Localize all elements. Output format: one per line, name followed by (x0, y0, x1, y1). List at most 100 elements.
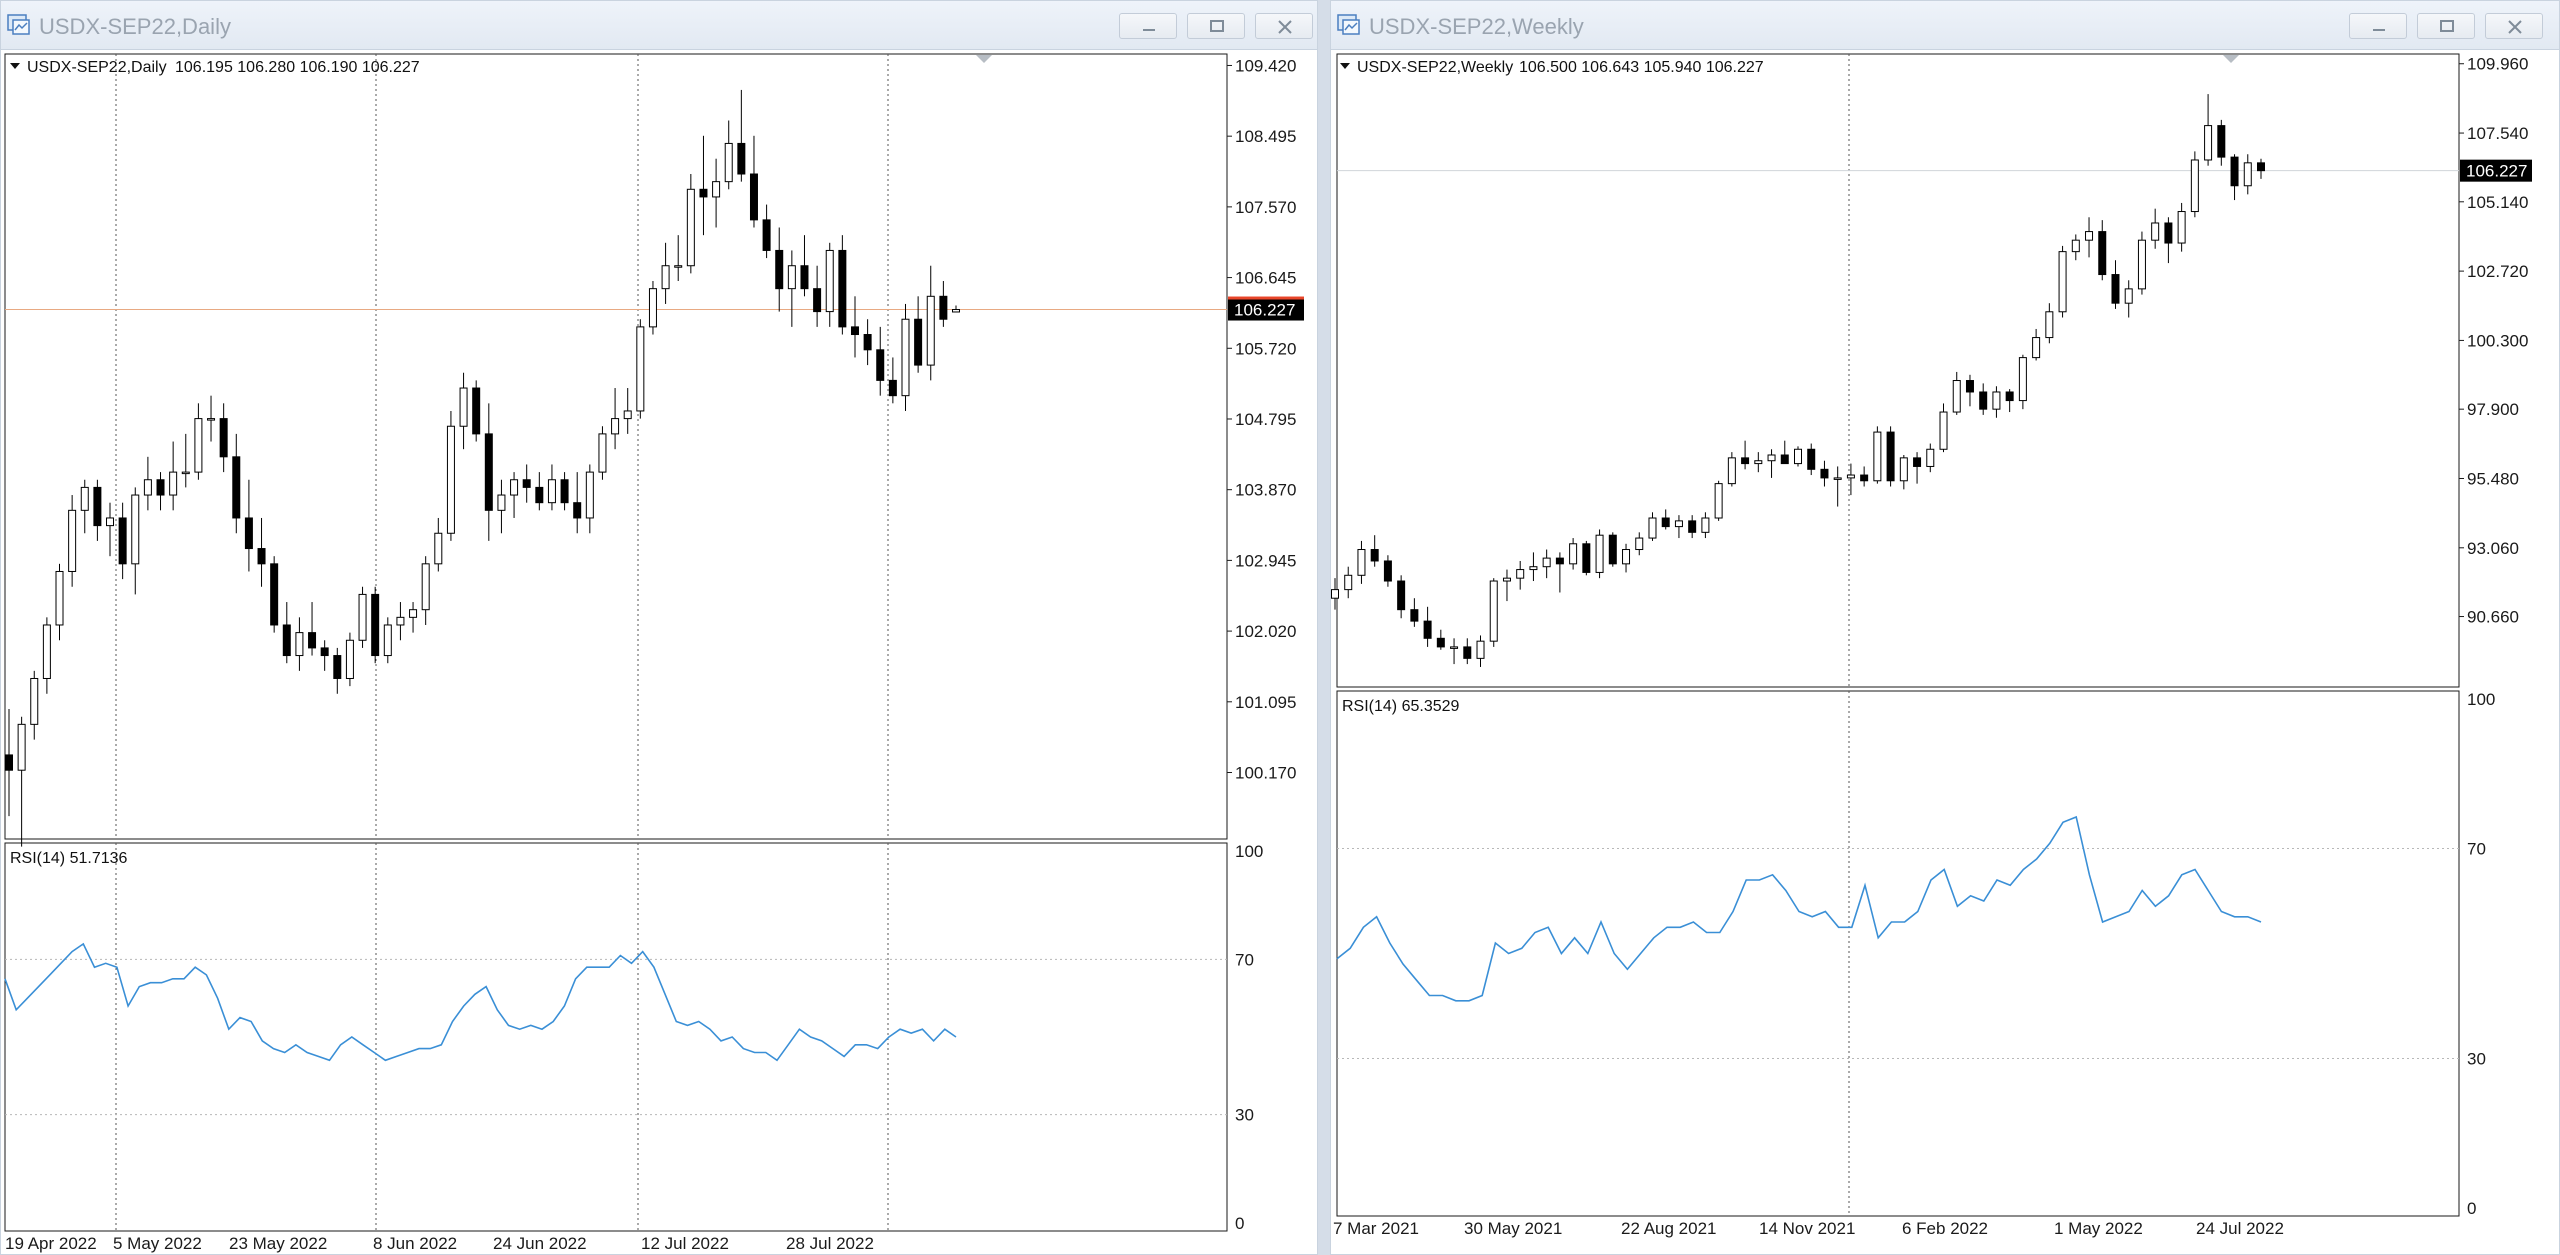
candle-bear (863, 334, 872, 351)
candle-bear (5, 754, 13, 771)
date-tick-label: 24 Jul 2022 (2196, 1219, 2284, 1238)
candle-bull (1674, 520, 1683, 528)
chart-window-icon (1337, 14, 1360, 35)
maximize-button[interactable] (1187, 13, 1245, 39)
candle-bull (2190, 159, 2199, 213)
maximize-icon (1210, 20, 1224, 32)
candle-bull (383, 624, 392, 657)
candle-bear (2005, 391, 2014, 402)
candle-bull (1635, 537, 1644, 551)
candle-bull (1516, 569, 1525, 579)
daily-window-titlebar[interactable]: USDX-SEP22,Daily (1, 1, 1317, 50)
candle-bull (787, 265, 796, 290)
candle-bear (800, 265, 809, 290)
close-button[interactable] (2485, 13, 2543, 39)
price-tick-label: 97.900 (2467, 400, 2519, 419)
chart-window-icon (7, 14, 30, 35)
daily-chart[interactable]: 109.420 108.495 107.570 106.645 105.720 104.7… (1, 51, 1317, 1254)
candle-bear (850, 326, 859, 336)
candle-bull (1846, 474, 1855, 479)
price-tick-label: 102.945 (1235, 551, 1296, 570)
candle-bear (775, 249, 784, 290)
candle-bear (270, 563, 279, 626)
candle-bear (1423, 620, 1432, 639)
candle-bull (497, 494, 506, 511)
candle-bear (232, 456, 241, 519)
candle-bear (1886, 431, 1895, 482)
candle-bull (131, 494, 140, 565)
minimize-button[interactable] (2349, 13, 2407, 39)
candle-bear (1608, 534, 1617, 565)
price-tick-label: 93.060 (2467, 539, 2519, 558)
daily-chart-window[interactable]: USDX-SEP22,Daily 109.420 108.495 107.570 10… (0, 0, 1318, 1255)
candle-bull (181, 471, 190, 475)
current-price-box (2460, 159, 2532, 182)
symbol-header: USDX-SEP22,Weekly (1357, 59, 1513, 76)
price-tick-label: 109.960 (2467, 55, 2528, 74)
candle-bull (547, 479, 556, 504)
candle-bull (674, 265, 683, 268)
candle-bear (1741, 457, 1750, 465)
candle-bear (749, 173, 758, 221)
close-button[interactable] (1255, 13, 1313, 39)
candle-bull (55, 570, 64, 626)
candle-bull (611, 418, 620, 435)
candle-bear (371, 593, 380, 657)
candle-bear (2217, 125, 2226, 158)
rsi-level-label: 30 (2467, 1050, 2486, 1069)
candle-bear (1555, 557, 1564, 565)
candle-bull (1767, 454, 1776, 462)
candle-bull (1476, 640, 1485, 659)
rsi-level-label: 70 (1235, 950, 1254, 969)
candle-bull (2018, 357, 2027, 402)
weekly-chart[interactable]: 109.960 107.540 105.140 102.720 100.300 97.90… (1331, 51, 2559, 1254)
current-price-box (1228, 298, 1304, 321)
candle-bear (1820, 468, 1829, 479)
candle-bear (560, 479, 569, 504)
candle-bull (2177, 211, 2186, 244)
candle-bull (2058, 251, 2067, 313)
rsi-line (1336, 815, 2262, 1002)
symbol-header: USDX-SEP22,Daily (27, 59, 167, 76)
price-tick-label: 105.140 (2467, 193, 2528, 212)
price-tick-label: 101.095 (1235, 693, 1296, 712)
candle-bear (838, 249, 847, 328)
window-divider (1318, 0, 1330, 1255)
candle-bull (1833, 477, 1842, 480)
candle-bull (409, 609, 418, 618)
candle-bull (1489, 580, 1498, 642)
rsi-line (4, 942, 957, 1062)
candle-bear (93, 486, 102, 527)
candle-bull (1542, 557, 1551, 568)
candle-bull (30, 677, 39, 725)
candle-bull (169, 471, 178, 496)
date-tick-label: 24 Jun 2022 (493, 1234, 587, 1253)
candle-bear (257, 548, 266, 565)
candle-bull (17, 723, 26, 771)
candle-bear (219, 418, 228, 458)
candle-bull (2045, 311, 2054, 339)
rsi-level-label: 0 (2467, 1199, 2476, 1218)
date-tick-label: 23 May 2022 (229, 1234, 327, 1253)
weekly-chart-window[interactable]: USDX-SEP22,Weekly 109.960 107.540 105.140 1… (1330, 0, 2560, 1255)
candle-bear (320, 647, 329, 657)
rsi-level-label: 0 (1235, 1214, 1244, 1233)
candle-bull (1344, 574, 1353, 591)
price-tick-label: 109.420 (1235, 56, 1296, 75)
date-tick-label: 28 Jul 2022 (786, 1234, 874, 1253)
candle-bull (358, 593, 367, 641)
candle-bull (434, 532, 443, 565)
candle-bear (939, 295, 948, 320)
candle-bear (1383, 560, 1392, 582)
candle-bull (825, 249, 834, 313)
minimize-button[interactable] (1119, 13, 1177, 39)
weekly-window-titlebar[interactable]: USDX-SEP22,Weekly (1331, 1, 2559, 50)
candle-bull (2124, 288, 2133, 304)
candle-bear (876, 349, 885, 381)
date-tick-label: 1 May 2022 (2054, 1219, 2143, 1238)
candle-bull (636, 326, 645, 412)
candle-bear (914, 318, 923, 366)
candle-bull (1899, 457, 1908, 482)
maximize-button[interactable] (2417, 13, 2475, 39)
candle-bull (1502, 577, 1511, 582)
